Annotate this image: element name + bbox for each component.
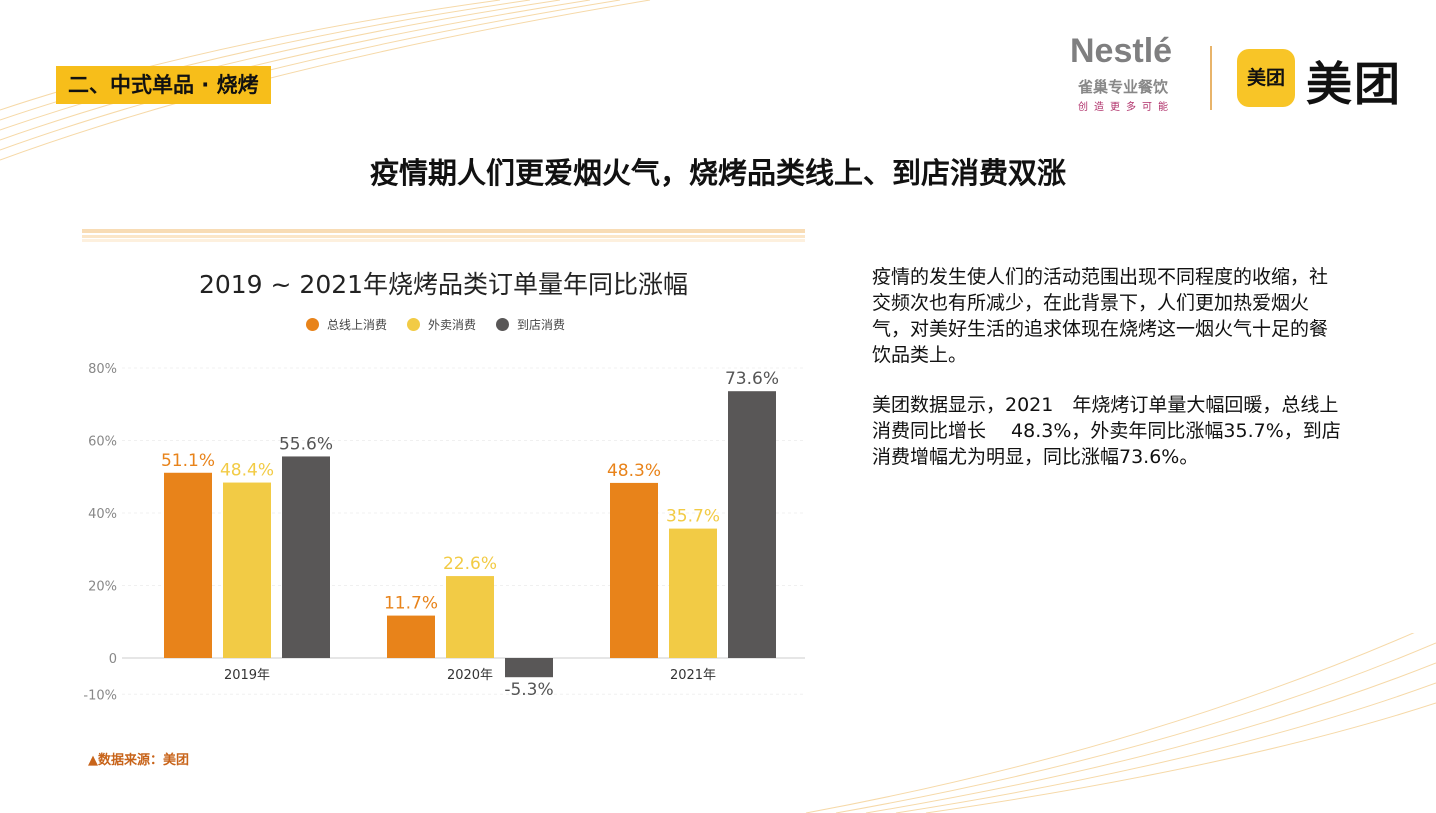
paragraph-data: 美团数据显示，2021 年烧烤订单量大幅回暖，总线上消费同比增长 48.3%，外… [872, 394, 1341, 468]
data-label: 11.7% [384, 594, 438, 614]
legend-item: 总线上消费 [306, 316, 387, 333]
page-title: 疫情期人们更爱烟火气，烧烤品类线上、到店消费双涨 [369, 156, 1066, 190]
data-label: 48.3% [607, 461, 661, 481]
chart-legend: 总线上消费 外卖消费 到店消费 [306, 316, 565, 333]
y-tick-label: 40% [88, 507, 117, 522]
legend-swatch [496, 318, 510, 331]
logo-divider [1210, 46, 1212, 110]
y-tick-label: 20% [88, 580, 117, 595]
bar [505, 658, 553, 678]
data-label: -5.3% [504, 680, 553, 700]
data-label: 35.7% [666, 507, 720, 527]
legend-item: 到店消费 [496, 316, 565, 333]
chart-title: 2019 ~ 2021年烧烤品类订单量年同比涨幅 [198, 270, 689, 299]
y-tick-label: 60% [88, 435, 117, 450]
legend-item: 外卖消费 [407, 316, 476, 333]
data-label: 48.4% [220, 461, 274, 481]
y-tick-label: -10% [83, 688, 117, 703]
meituan-app-icon: 美团 [1237, 49, 1295, 107]
y-tick-label: 80% [88, 362, 117, 377]
legend-swatch [306, 318, 319, 331]
data-label: 51.1% [161, 451, 215, 471]
nestle-logo: Nestlé [1070, 32, 1173, 70]
x-tick-label: 2019年 [224, 668, 270, 683]
bar [282, 456, 330, 658]
bar [669, 528, 717, 658]
bar [446, 576, 494, 658]
section-tag: 二、中式单品 · 烧烤 [56, 66, 271, 104]
meituan-wordmark: 美团 [1306, 57, 1402, 111]
bar [387, 615, 435, 658]
chart-divider [82, 229, 805, 242]
legend-label: 外卖消费 [428, 318, 477, 332]
data-source: ▲数据来源：美团 [88, 753, 189, 768]
legend-swatch [407, 318, 421, 331]
data-label: 55.6% [279, 434, 333, 454]
paragraph-context: 疫情的发生使人们的活动范围出现不同程度的收缩，社交频次也有所减少，在此背景下，人… [872, 266, 1329, 366]
y-tick-label: 0 [109, 652, 117, 667]
legend-label: 总线上消费 [327, 318, 388, 332]
x-tick-label: 2020年 [447, 668, 493, 683]
nestle-slogan: 创造更多可能 [1078, 102, 1174, 113]
bar [728, 391, 776, 658]
logo-bar: Nestlé 雀巢专业餐饮 创造更多可能 美团 美团 [1060, 32, 1410, 117]
bar [164, 472, 212, 658]
bar [223, 482, 271, 658]
legend-label: 到店消费 [517, 318, 566, 332]
x-tick-label: 2021年 [670, 668, 716, 683]
bar [610, 482, 658, 658]
data-label: 73.6% [725, 369, 779, 389]
nestle-subtitle: 雀巢专业餐饮 [1078, 78, 1169, 96]
data-label: 22.6% [443, 554, 497, 574]
